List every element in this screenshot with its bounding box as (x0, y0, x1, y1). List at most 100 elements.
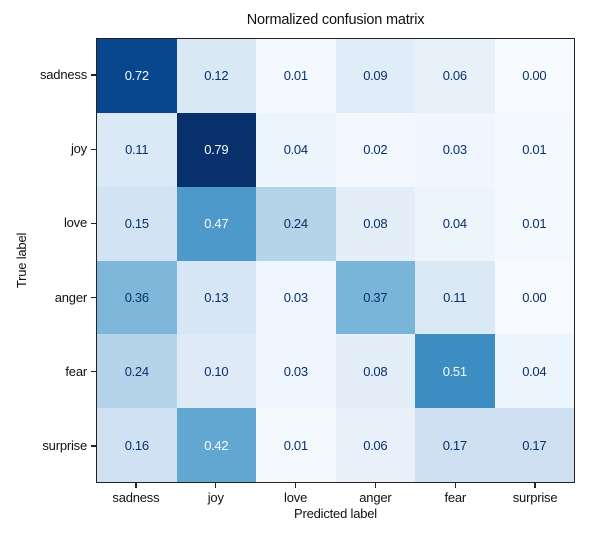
matrix-cell-fear-joy: 0.10 (176, 334, 256, 409)
x-tick-mark (294, 483, 297, 488)
cell-value: 0.11 (125, 142, 149, 158)
cell-value: 0.06 (363, 437, 388, 453)
matrix-cell-anger-surprise: 0.00 (494, 260, 574, 335)
cell-value: 0.01 (283, 68, 308, 84)
matrix-cell-joy-anger: 0.02 (335, 112, 415, 187)
cell-value: 0.06 (442, 68, 467, 84)
matrix-cell-surprise-sadness: 0.16 (97, 408, 177, 482)
matrix-cell-fear-surprise: 0.04 (494, 334, 574, 409)
matrix-cell-love-sadness: 0.15 (97, 186, 177, 261)
cell-value: 0.13 (204, 289, 229, 305)
matrix-cell-love-love: 0.24 (256, 186, 336, 261)
cell-value: 0.03 (442, 142, 467, 158)
matrix-cell-anger-love: 0.03 (256, 260, 336, 335)
y-tick-mark (91, 296, 96, 299)
cell-value: 0.51 (442, 363, 467, 379)
y-axis-label-box: True label (0, 38, 44, 483)
matrix-cell-sadness-sadness: 0.72 (97, 39, 177, 113)
cell-value: 0.04 (283, 142, 308, 158)
matrix-cell-sadness-surprise: 0.00 (494, 39, 574, 113)
matrix-cell-sadness-anger: 0.09 (335, 39, 415, 113)
matrix-cell-love-anger: 0.08 (335, 186, 415, 261)
cell-value: 0.17 (522, 437, 547, 453)
matrix-cell-joy-fear: 0.03 (415, 112, 495, 187)
matrix-cell-love-surprise: 0.01 (494, 186, 574, 261)
y-tick-mark (91, 74, 96, 76)
cell-value: 0.01 (522, 142, 547, 158)
cell-value: 0.00 (522, 289, 547, 305)
cell-value: 0.24 (283, 216, 308, 232)
matrix-cell-surprise-joy: 0.42 (176, 408, 256, 482)
cell-value: 0.11 (443, 289, 467, 305)
cell-value: 0.24 (124, 363, 149, 379)
matrix-cell-joy-sadness: 0.11 (97, 112, 177, 187)
x-tick-label-fear: fear (444, 490, 467, 505)
cell-value: 0.01 (522, 216, 547, 232)
y-tick-label-joy: joy (70, 141, 87, 157)
x-tick-mark (374, 483, 376, 488)
x-tick-label-joy: joy (207, 490, 224, 505)
cell-value: 0.16 (124, 437, 149, 453)
y-tick-mark (91, 148, 96, 150)
matrix-cell-fear-anger: 0.08 (335, 334, 415, 409)
matrix-cell-anger-sadness: 0.36 (97, 260, 177, 335)
matrix-cell-surprise-anger: 0.06 (335, 408, 415, 482)
cell-value: 0.00 (522, 68, 547, 84)
matrix-cell-joy-joy: 0.79 (176, 112, 256, 187)
matrix-cell-surprise-fear: 0.17 (415, 408, 495, 482)
x-tick-label-sadness: sadness (112, 490, 160, 505)
cell-value: 0.15 (124, 216, 149, 232)
matrix-cell-love-joy: 0.47 (176, 186, 256, 261)
x-tick-mark (534, 483, 536, 488)
cell-value: 0.01 (283, 437, 308, 453)
matrix-cell-fear-love: 0.03 (256, 334, 336, 409)
y-tick-label-surprise: surprise (42, 437, 87, 453)
x-tick-mark (454, 483, 456, 488)
y-tick-label-anger: anger (54, 289, 87, 305)
cell-value: 0.04 (442, 216, 467, 232)
x-tick-label-anger: anger (359, 490, 392, 505)
matrix-cell-anger-anger: 0.37 (335, 260, 415, 335)
matrix-cell-love-fear: 0.04 (415, 186, 495, 261)
y-tick-label-fear: fear (65, 363, 87, 379)
cell-value: 0.08 (363, 363, 388, 379)
matrix-cell-anger-fear: 0.11 (415, 260, 495, 335)
cell-value: 0.08 (363, 216, 388, 232)
x-tick-label-surprise: surprise (512, 490, 558, 505)
heatmap-plot-area: 0.72 0.12 0.01 0.09 0.06 0.00 0.11 0.79 0.04 0.02… (96, 38, 575, 483)
cell-value: 0.10 (204, 363, 229, 379)
cell-value: 0.04 (522, 363, 547, 379)
x-tick-label-love: love (284, 490, 308, 505)
cell-value: 0.03 (283, 363, 308, 379)
cell-value: 0.36 (124, 289, 149, 305)
y-tick-mark (91, 222, 96, 224)
matrix-cell-joy-surprise: 0.01 (494, 112, 574, 187)
matrix-cell-fear-sadness: 0.24 (97, 334, 177, 409)
matrix-cell-anger-joy: 0.13 (176, 260, 256, 335)
matrix-cell-sadness-joy: 0.12 (176, 39, 256, 113)
cell-value: 0.42 (204, 437, 229, 453)
cell-value: 0.37 (363, 289, 388, 305)
matrix-cell-sadness-love: 0.01 (256, 39, 336, 113)
matrix-cell-joy-love: 0.04 (256, 112, 336, 187)
y-tick-label-sadness: sadness (39, 67, 87, 83)
cell-value: 0.12 (204, 68, 229, 84)
cell-value: 0.47 (204, 216, 229, 232)
cell-value: 0.03 (283, 289, 308, 305)
chart-title: Normalized confusion matrix (246, 12, 425, 28)
cell-value: 0.09 (363, 68, 388, 84)
x-tick-mark (215, 483, 217, 488)
y-axis-label: True label (14, 232, 30, 289)
matrix-cell-surprise-surprise: 0.17 (494, 408, 574, 482)
matrix-cell-fear-fear: 0.51 (415, 334, 495, 409)
y-tick-mark (91, 445, 96, 447)
y-tick-label-love: love (63, 215, 87, 231)
cell-value: 0.02 (363, 142, 388, 158)
matrix-cell-sadness-fear: 0.06 (415, 39, 495, 113)
x-axis-label: Predicted label (294, 506, 377, 521)
cell-value: 0.79 (204, 142, 229, 158)
matrix-cell-surprise-love: 0.01 (256, 408, 336, 482)
x-tick-mark (135, 483, 137, 488)
y-tick-mark (91, 371, 96, 373)
